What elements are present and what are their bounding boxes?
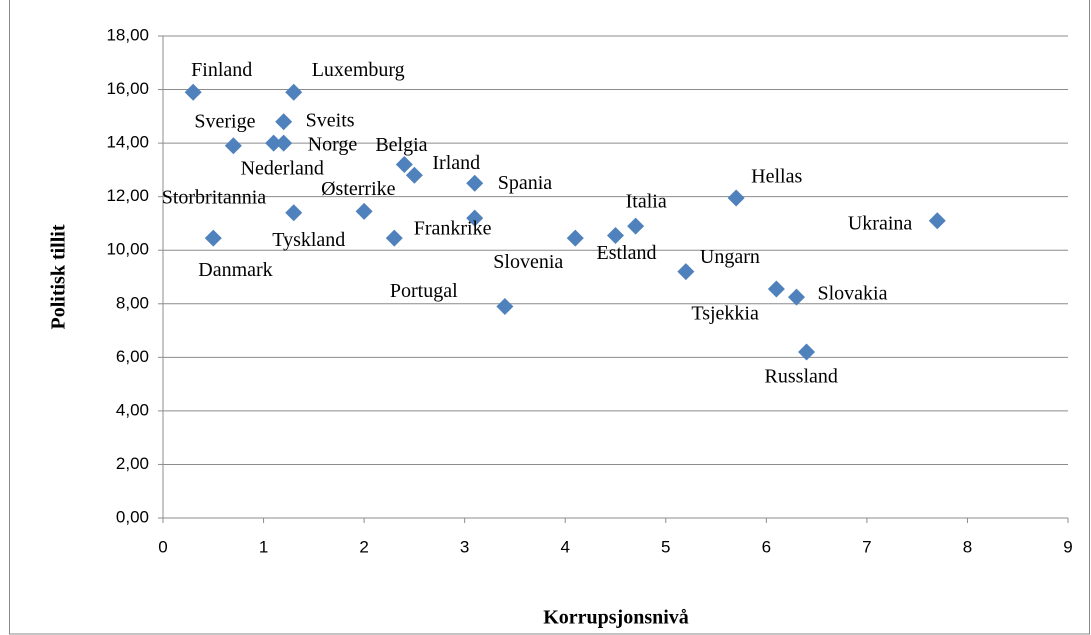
x-tick-label: 7 — [862, 537, 871, 556]
point — [798, 343, 816, 361]
point-label: Belgia — [375, 134, 427, 156]
point-label: Ukraina — [848, 212, 913, 234]
point-label: Russland — [765, 366, 838, 388]
point — [607, 226, 624, 244]
point — [727, 189, 745, 207]
y-tick-label: 0,00 — [116, 507, 149, 526]
point-label: Ungarn — [700, 246, 760, 268]
point — [677, 263, 695, 281]
point-label: Tyskland — [272, 229, 345, 251]
point-label: Tsjekkia — [691, 303, 759, 325]
y-axis-title: Politisk tillit — [48, 224, 70, 329]
y-tick-label: 8,00 — [116, 293, 149, 312]
x-tick-label: 6 — [762, 537, 771, 556]
point — [355, 202, 373, 220]
point-label: Finland — [191, 59, 252, 81]
point — [265, 134, 283, 152]
point-label: Østerrike — [321, 178, 396, 200]
point — [395, 156, 413, 174]
x-tick-label: 8 — [963, 537, 972, 556]
point-label: Hellas — [751, 166, 802, 188]
y-tick-label: 4,00 — [116, 400, 149, 419]
y-tick-label: 6,00 — [116, 347, 149, 366]
point — [767, 280, 785, 298]
point — [224, 137, 242, 155]
y-tick-label: 10,00 — [106, 240, 149, 259]
point — [275, 134, 293, 152]
y-tick-label: 16,00 — [106, 79, 149, 98]
point-label: Irland — [432, 152, 480, 174]
point-label: Italia — [626, 191, 667, 213]
point — [405, 166, 423, 184]
x-axis-title: Korrupsjonsnivå — [543, 607, 689, 629]
x-tick-label: 5 — [661, 537, 670, 556]
point-label: Frankrike — [414, 218, 492, 240]
point — [184, 83, 202, 101]
x-tick-label: 9 — [1063, 537, 1072, 556]
point-label: Danmark — [198, 259, 272, 281]
point — [566, 229, 584, 247]
x-tick-label: 2 — [359, 537, 368, 556]
point-label: Spania — [498, 172, 553, 194]
point — [627, 217, 645, 235]
point-label: Estland — [597, 242, 657, 264]
point — [788, 288, 805, 306]
y-tick-label: 12,00 — [106, 186, 149, 205]
point-label: Sveits — [306, 109, 355, 131]
point — [928, 212, 946, 230]
y-tick-label: 18,00 — [106, 25, 149, 44]
point — [285, 83, 303, 101]
point-label: Slovakia — [818, 283, 888, 305]
point — [385, 229, 403, 247]
x-tick-label: 3 — [460, 537, 469, 556]
x-tick-label: 0 — [158, 537, 167, 556]
point-label: Storbritannia — [162, 186, 267, 208]
y-tick-label: 14,00 — [106, 133, 149, 152]
point — [466, 209, 484, 227]
y-tick-label: 2,00 — [116, 454, 149, 473]
point — [275, 113, 293, 131]
point-label: Luxemburg — [312, 59, 405, 81]
point — [466, 174, 484, 192]
x-tick-label: 4 — [560, 537, 569, 556]
point — [204, 229, 222, 247]
point-label: Slovenia — [493, 251, 563, 273]
point-label: Portugal — [390, 280, 458, 302]
point — [285, 204, 303, 222]
point-label: Nederland — [241, 158, 324, 180]
chart-frame — [9, 0, 1090, 635]
point-label: Sverige — [194, 110, 255, 132]
point-label: Norge — [308, 134, 358, 156]
x-tick-label: 1 — [259, 537, 268, 556]
point — [496, 297, 514, 315]
